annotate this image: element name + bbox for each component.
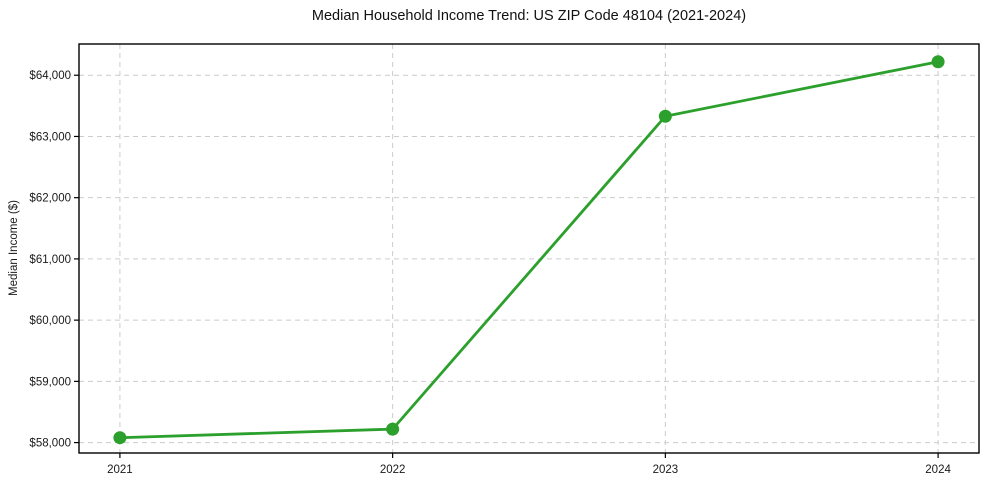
x-tick-label: 2023 [653, 464, 679, 476]
y-tick-label: $63,000 [29, 131, 71, 143]
data-point-marker [931, 55, 945, 69]
y-tick-label: $64,000 [29, 70, 71, 82]
y-tick-label: $61,000 [29, 254, 71, 266]
data-point-marker [658, 109, 672, 123]
y-tick-label: $60,000 [29, 315, 71, 327]
plot-border [78, 43, 980, 454]
data-point-marker [386, 422, 400, 436]
data-point-marker [113, 431, 127, 445]
y-tick-label: $58,000 [29, 438, 71, 450]
x-tick-label: 2022 [380, 464, 406, 476]
trend-line [118, 60, 940, 440]
y-tick-label: $62,000 [29, 193, 71, 205]
chart-title: Median Household Income Trend: US ZIP Co… [311, 8, 747, 24]
x-tick-label: 2021 [107, 464, 133, 476]
x-tick-label: 2024 [925, 464, 951, 476]
y-tick-label: $59,000 [29, 376, 71, 388]
